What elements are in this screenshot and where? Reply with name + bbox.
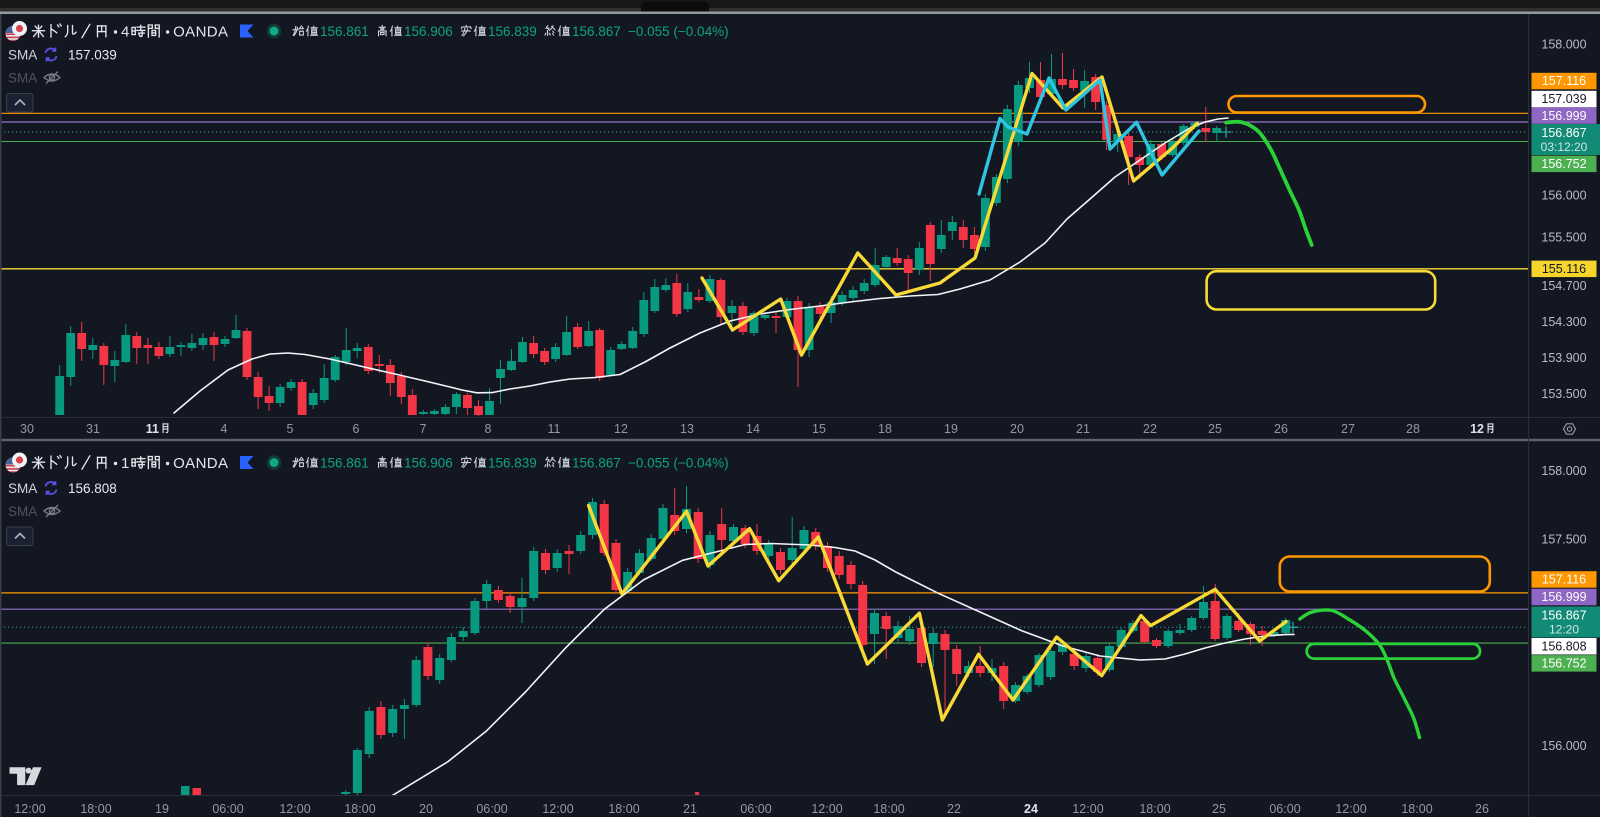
svg-text:OANDA: OANDA — [173, 455, 228, 472]
svg-text:18:00: 18:00 — [344, 802, 375, 816]
svg-text:156.867: 156.867 — [572, 456, 621, 471]
svg-text:19: 19 — [944, 422, 958, 436]
svg-text:18:00: 18:00 — [80, 802, 111, 816]
svg-text:OANDA: OANDA — [173, 24, 228, 41]
svg-text:06:00: 06:00 — [212, 802, 243, 816]
svg-text:03:12:20: 03:12:20 — [1541, 140, 1588, 154]
svg-text:15: 15 — [812, 422, 826, 436]
svg-text:156.906: 156.906 — [404, 24, 453, 39]
svg-text:156.752: 156.752 — [1541, 657, 1586, 671]
svg-text:11: 11 — [548, 422, 561, 436]
svg-text:154.300: 154.300 — [1541, 315, 1586, 329]
svg-text:156.867: 156.867 — [1541, 609, 1586, 623]
svg-text:12:00: 12:00 — [14, 802, 45, 816]
svg-text:157.039: 157.039 — [68, 48, 117, 63]
svg-text:4: 4 — [221, 422, 228, 436]
svg-text:18:00: 18:00 — [873, 802, 904, 816]
svg-text:156.867: 156.867 — [1541, 126, 1586, 140]
svg-text:157.116: 157.116 — [1542, 74, 1586, 88]
svg-text:30: 30 — [20, 422, 34, 436]
svg-text:155.500: 155.500 — [1541, 231, 1586, 245]
svg-text:6: 6 — [353, 422, 360, 436]
svg-text:12:00: 12:00 — [542, 802, 573, 816]
svg-text:20: 20 — [419, 802, 433, 816]
svg-text:156.000: 156.000 — [1541, 189, 1586, 203]
svg-text:7: 7 — [420, 422, 427, 436]
svg-text:156.839: 156.839 — [488, 456, 537, 471]
svg-text:8: 8 — [485, 422, 492, 436]
svg-text:19: 19 — [155, 802, 169, 816]
svg-text:156.808: 156.808 — [1541, 640, 1586, 654]
svg-text:5: 5 — [287, 422, 294, 436]
svg-text:158.000: 158.000 — [1541, 464, 1586, 478]
svg-text:12:00: 12:00 — [1335, 802, 1366, 816]
svg-text:155.116: 155.116 — [1542, 262, 1586, 276]
svg-text:154.700: 154.700 — [1541, 279, 1586, 293]
svg-text:12:00: 12:00 — [811, 802, 842, 816]
svg-text:156.867: 156.867 — [572, 24, 621, 39]
svg-text:20: 20 — [1010, 422, 1024, 436]
svg-text:SMA: SMA — [8, 71, 37, 86]
svg-text:25: 25 — [1212, 802, 1226, 816]
svg-text:18: 18 — [878, 422, 892, 436]
svg-text:158.000: 158.000 — [1541, 38, 1586, 52]
svg-text:14: 14 — [746, 422, 760, 436]
svg-text:27: 27 — [1341, 422, 1355, 436]
svg-text:21: 21 — [683, 802, 697, 816]
svg-text:156.906: 156.906 — [404, 456, 453, 471]
svg-text:12:00: 12:00 — [279, 802, 310, 816]
svg-text:157.500: 157.500 — [1541, 533, 1586, 547]
svg-text:26: 26 — [1274, 422, 1288, 436]
svg-text:24: 24 — [1024, 802, 1038, 816]
svg-text:12: 12 — [614, 422, 628, 436]
svg-text:157.039: 157.039 — [1541, 92, 1586, 106]
svg-text:12:20: 12:20 — [1549, 623, 1579, 637]
svg-text:156.752: 156.752 — [1541, 157, 1586, 171]
svg-text:06:00: 06:00 — [740, 802, 771, 816]
svg-text:13: 13 — [680, 422, 694, 436]
svg-text:06:00: 06:00 — [1269, 802, 1300, 816]
svg-text:156.999: 156.999 — [1541, 109, 1586, 123]
svg-text:18:00: 18:00 — [1139, 802, 1170, 816]
svg-text:156.000: 156.000 — [1541, 739, 1586, 753]
svg-text:06:00: 06:00 — [476, 802, 507, 816]
svg-text:156.861: 156.861 — [320, 24, 369, 39]
svg-text:22: 22 — [947, 802, 961, 816]
svg-text:11: 11 — [146, 422, 159, 436]
svg-text:156.999: 156.999 — [1541, 590, 1586, 604]
svg-text:18:00: 18:00 — [608, 802, 639, 816]
svg-text:156.861: 156.861 — [320, 456, 369, 471]
svg-text:−0.055 (−0.04%): −0.055 (−0.04%) — [628, 24, 729, 39]
svg-text:SMA: SMA — [8, 504, 37, 519]
svg-text:4: 4 — [121, 24, 129, 41]
svg-text:153.500: 153.500 — [1541, 387, 1586, 401]
svg-text:SMA: SMA — [8, 481, 37, 496]
svg-text:−0.055 (−0.04%): −0.055 (−0.04%) — [628, 456, 729, 471]
svg-text:28: 28 — [1406, 422, 1420, 436]
svg-text:21: 21 — [1076, 422, 1090, 436]
svg-text:31: 31 — [86, 422, 100, 436]
svg-text:156.839: 156.839 — [488, 24, 537, 39]
svg-text:SMA: SMA — [8, 48, 37, 63]
svg-text:156.808: 156.808 — [68, 481, 117, 496]
svg-text:18:00: 18:00 — [1401, 802, 1432, 816]
svg-text:25: 25 — [1208, 422, 1222, 436]
svg-text:22: 22 — [1143, 422, 1157, 436]
svg-text:12:00: 12:00 — [1072, 802, 1103, 816]
svg-text:12: 12 — [1470, 422, 1484, 436]
svg-text:157.116: 157.116 — [1542, 573, 1586, 587]
svg-text:1: 1 — [121, 455, 129, 472]
svg-text:153.900: 153.900 — [1541, 351, 1586, 365]
svg-text:26: 26 — [1475, 802, 1489, 816]
